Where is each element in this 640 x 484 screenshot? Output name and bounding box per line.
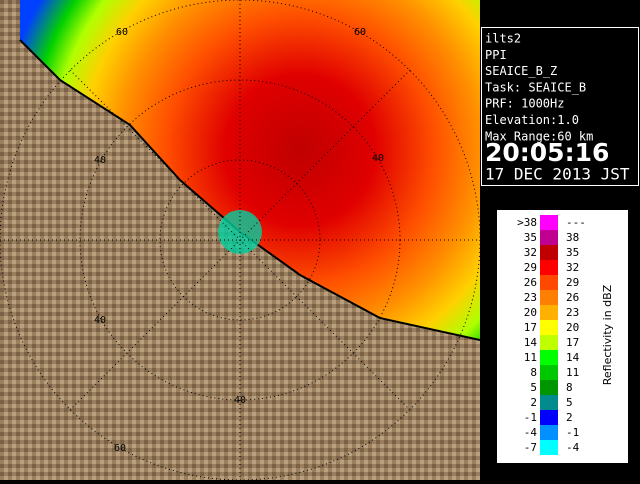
legend-swatch bbox=[540, 395, 558, 410]
legend-high: 35 bbox=[566, 246, 579, 259]
legend-swatch bbox=[540, 380, 558, 395]
range-label: 40 bbox=[94, 315, 106, 326]
info-line: Max Range:60 km bbox=[485, 129, 593, 143]
legend-low: -1 bbox=[524, 411, 537, 424]
echo bbox=[20, 0, 480, 340]
legend-low: 23 bbox=[524, 291, 537, 304]
legend-high: --- bbox=[566, 216, 586, 229]
legend-high: 11 bbox=[566, 366, 579, 379]
legend-high: 8 bbox=[566, 381, 573, 394]
legend-low: 11 bbox=[524, 351, 537, 364]
legend-low: 35 bbox=[524, 231, 537, 244]
legend-swatch bbox=[540, 335, 558, 350]
legend-high: 23 bbox=[566, 306, 579, 319]
info-panel bbox=[481, 27, 639, 186]
legend-high: -1 bbox=[566, 426, 579, 439]
legend-swatch bbox=[540, 440, 558, 455]
legend-swatch bbox=[540, 410, 558, 425]
legend-low: 20 bbox=[524, 306, 537, 319]
legend-high: 29 bbox=[566, 276, 579, 289]
legend-high: 32 bbox=[566, 261, 579, 274]
legend-high: 26 bbox=[566, 291, 579, 304]
range-label: 60 bbox=[116, 27, 128, 38]
legend-high: 2 bbox=[566, 411, 573, 424]
legend-high: 14 bbox=[566, 351, 580, 364]
legend-low: 5 bbox=[530, 381, 537, 394]
range-rings bbox=[0, 0, 480, 480]
info-line: PPI bbox=[485, 48, 507, 62]
range-label: 40 bbox=[234, 395, 246, 406]
info-line: PRF: 1000Hz bbox=[485, 97, 564, 111]
range-label: 60 bbox=[114, 443, 126, 454]
legend-high: 38 bbox=[566, 231, 579, 244]
legend-low: >38 bbox=[517, 216, 537, 229]
legend-swatch bbox=[540, 275, 558, 290]
legend-swatch bbox=[540, 365, 558, 380]
info-line: Task: SEAICE_B bbox=[485, 80, 586, 94]
legend-swatch bbox=[540, 260, 558, 275]
legend-swatch bbox=[540, 230, 558, 245]
legend-panel bbox=[497, 210, 628, 463]
coastline bbox=[19, 39, 480, 341]
legend-swatch bbox=[540, 215, 558, 230]
legend-low: 32 bbox=[524, 246, 537, 259]
info-line: ilts2 bbox=[485, 32, 521, 46]
legend-title: Reflectivity in dBZ bbox=[601, 284, 614, 385]
info-line: SEAICE_B_Z bbox=[485, 64, 557, 78]
legend-swatch bbox=[540, 245, 558, 260]
range-label: 40 bbox=[94, 155, 106, 166]
legend-high: -4 bbox=[566, 441, 580, 454]
legend-low: -7 bbox=[524, 441, 537, 454]
legend-low: 8 bbox=[530, 366, 537, 379]
legend-swatch bbox=[540, 425, 558, 440]
radar-display bbox=[0, 0, 480, 480]
legend-high: 5 bbox=[566, 396, 573, 409]
range-label: 60 bbox=[354, 27, 366, 38]
legend-low: 17 bbox=[524, 321, 537, 334]
time: 20:05:16 bbox=[485, 138, 609, 167]
info-line: Elevation:1.0 bbox=[485, 113, 579, 127]
legend-swatch bbox=[540, 305, 558, 320]
legend-low: 26 bbox=[524, 276, 537, 289]
legend-low: 2 bbox=[530, 396, 537, 409]
legend-low: 29 bbox=[524, 261, 537, 274]
legend-swatch bbox=[540, 290, 558, 305]
date: 17 DEC 2013 JST bbox=[485, 165, 630, 184]
range-label: 40 bbox=[372, 153, 384, 164]
legend-low: -4 bbox=[524, 426, 538, 439]
legend-swatch bbox=[540, 320, 558, 335]
legend-swatch bbox=[540, 350, 558, 365]
legend-low: 14 bbox=[524, 336, 538, 349]
legend-high: 17 bbox=[566, 336, 579, 349]
legend-high: 20 bbox=[566, 321, 579, 334]
